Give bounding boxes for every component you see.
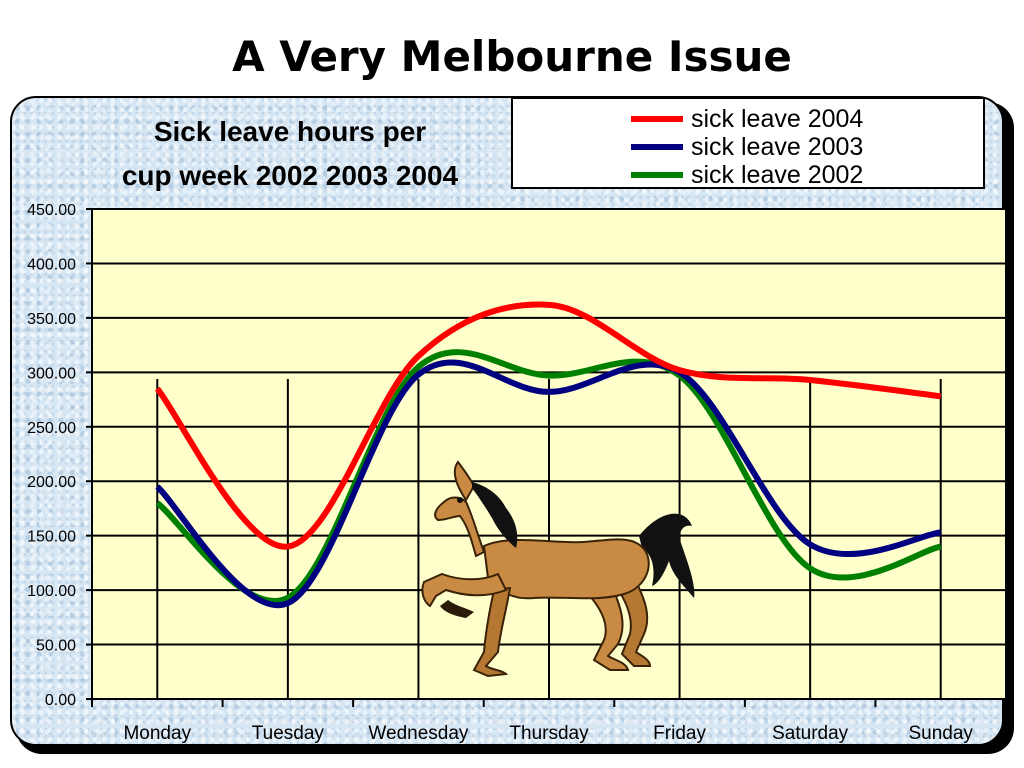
x-tick-label: Sunday	[908, 723, 973, 744]
y-tick-label: 450.00	[27, 202, 76, 219]
x-tick-label: Friday	[653, 723, 706, 744]
y-tick-label: 0.00	[45, 692, 76, 709]
y-tick-label: 50.00	[36, 638, 76, 655]
legend-entry-2003: sick leave 2003	[631, 133, 863, 161]
legend-label-2004: sick leave 2004	[691, 105, 864, 133]
y-tick-label: 150.00	[27, 529, 76, 546]
legend-label-2002: sick leave 2002	[691, 161, 864, 189]
y-tick-label: 400.00	[27, 256, 76, 273]
chart-title-line-1: Sick leave hours per	[153, 116, 427, 147]
slide-title: A Very Melbourne Issue	[232, 32, 792, 81]
legend-label-2003: sick leave 2003	[691, 133, 864, 161]
chart-title-line-2: cup week 2002 2003 2004	[121, 160, 459, 191]
legend-swatch-2004	[631, 116, 683, 122]
x-tick-label: Monday	[123, 723, 191, 744]
y-tick-label: 300.00	[27, 365, 76, 382]
legend-swatch-2002	[631, 172, 683, 178]
legend-entry-2004: sick leave 2004	[631, 105, 863, 133]
y-tick-label: 350.00	[27, 311, 76, 328]
x-tick-label: Wednesday	[368, 723, 468, 744]
series-line-sick-leave-2004	[154, 301, 942, 550]
chart-title: Sick leave hours per cup week 2002 2003 …	[92, 110, 488, 198]
chart-legend: sick leave 2004 sick leave 2003 sick lea…	[511, 97, 985, 189]
x-tick-label: Thursday	[509, 723, 589, 744]
horse-illustration	[421, 460, 695, 678]
legend-swatch-2003	[631, 144, 683, 150]
x-tick-label: Tuesday	[252, 723, 325, 744]
y-tick-label: 200.00	[27, 474, 76, 491]
y-tick-label: 250.00	[27, 420, 76, 437]
legend-entry-2002: sick leave 2002	[631, 161, 863, 189]
x-tick-label: Saturday	[772, 723, 849, 744]
y-tick-label: 100.00	[27, 583, 76, 600]
